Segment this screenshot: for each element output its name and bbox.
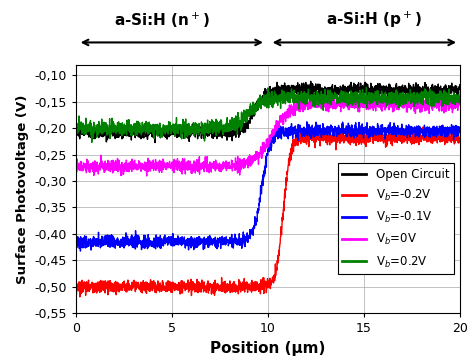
Text: a-Si:H (p$^+$): a-Si:H (p$^+$) [326, 10, 421, 30]
Legend: Open Circuit, V$_b$=-0.2V, V$_b$=-0.1V, V$_b$=0V, V$_b$=0.2V: Open Circuit, V$_b$=-0.2V, V$_b$=-0.1V, … [338, 163, 454, 274]
X-axis label: Position (μm): Position (μm) [210, 341, 326, 356]
Y-axis label: Surface Photovoltage (V): Surface Photovoltage (V) [16, 94, 29, 284]
Text: a-Si:H (n$^+$): a-Si:H (n$^+$) [114, 10, 210, 30]
